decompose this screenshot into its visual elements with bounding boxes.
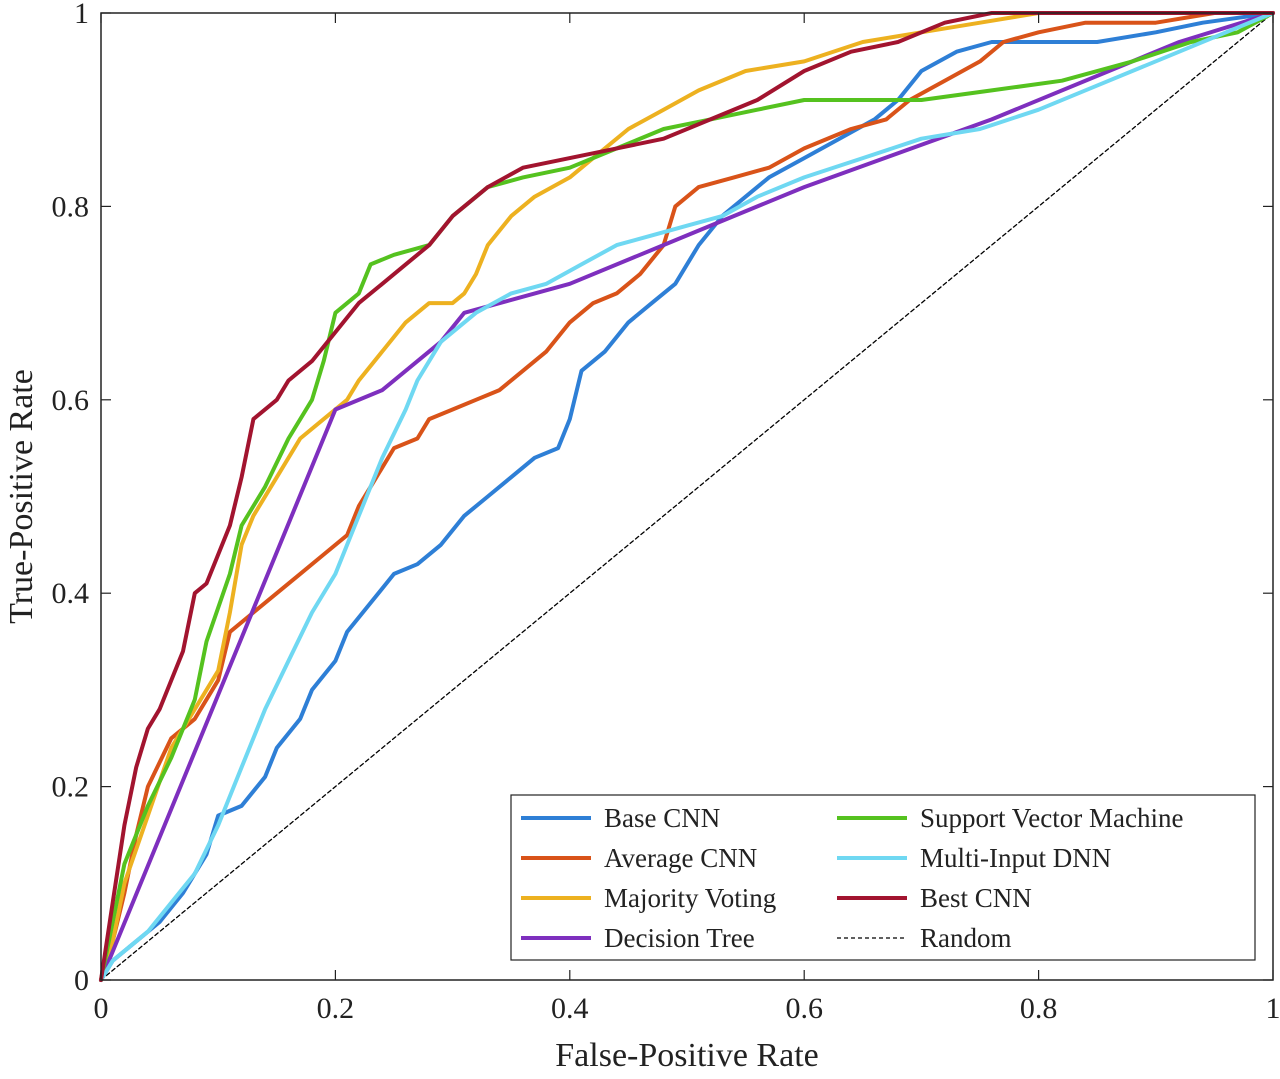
legend-label-support-vector-machine: Support Vector Machine [920,803,1183,833]
y-tick-label: 0 [74,964,89,997]
y-tick-label: 0.4 [52,577,90,610]
legend-label-decision-tree: Decision Tree [604,923,755,953]
legend-label-base-cnn: Base CNN [604,803,720,833]
x-tick-label: 1 [1266,992,1280,1025]
x-axis-label: False-Positive Rate [555,1037,818,1074]
legend-label-random: Random [920,923,1012,953]
y-tick-label: 0.6 [52,384,90,417]
legend-label-multi-input-dnn: Multi-Input DNN [920,843,1111,873]
y-axis-label: True-Positive Rate [3,369,40,624]
x-tick-label: 0.8 [1020,992,1058,1025]
x-tick-label: 0.4 [551,992,589,1025]
legend: Base CNN Average CNN Majority Voting Decisi… [511,795,1255,960]
x-tick-label: 0.6 [785,992,823,1025]
legend-label-average-cnn: Average CNN [604,843,757,873]
y-tick-label: 1 [74,0,89,30]
legend-label-majority-voting: Majority Voting [604,883,776,913]
x-tick-label: 0 [94,992,109,1025]
y-tick-label: 0.8 [52,190,90,223]
legend-label-best-cnn: Best CNN [920,883,1032,913]
y-tick-label: 0.2 [52,771,90,804]
x-tick-label: 0.2 [317,992,355,1025]
